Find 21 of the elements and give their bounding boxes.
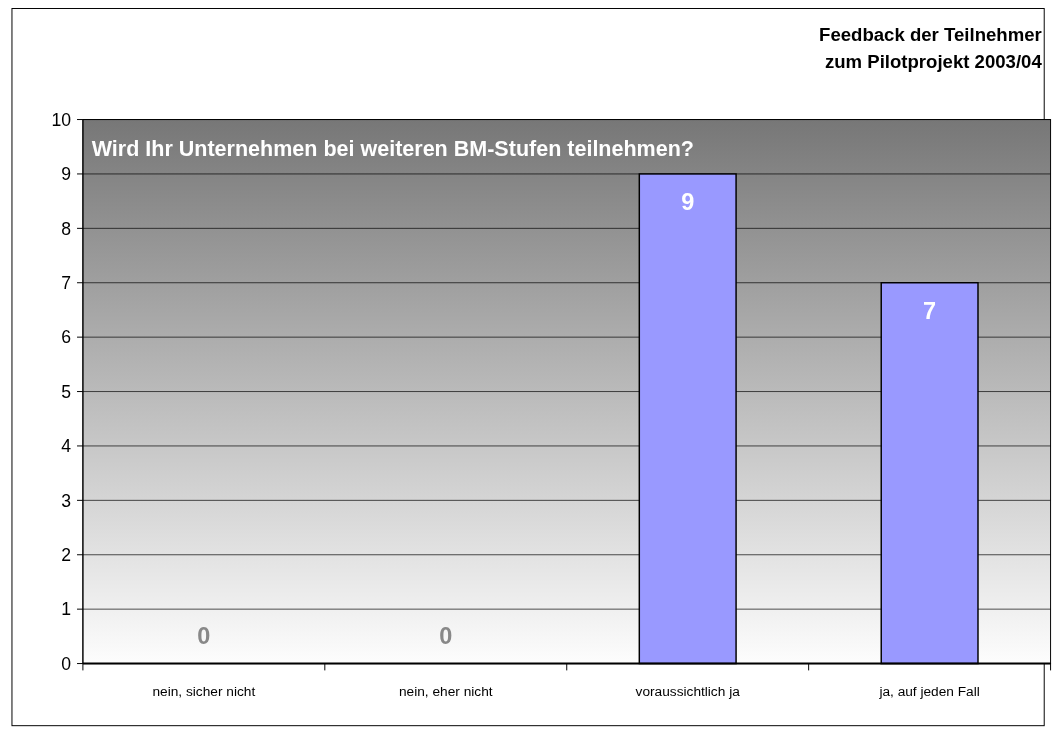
x-tick-label: ja, auf jeden Fall <box>878 683 980 699</box>
y-tick-label: 1 <box>61 599 72 620</box>
x-tick-label: voraussichtlich ja <box>635 683 741 699</box>
text: Wird Ihr Unternehmen bei weiteren BM-Stufen teilnehmen? <box>91 136 695 161</box>
data-label: 0 <box>439 622 453 649</box>
y-tick-label: 10 <box>51 109 72 130</box>
y-tick-label: 5 <box>61 381 72 402</box>
data-label: 7 <box>923 297 937 324</box>
y-tick-label: 7 <box>61 272 72 293</box>
y-tick-label: 4 <box>61 436 72 457</box>
y-tick-label: 3 <box>61 490 72 511</box>
x-tick-label: nein, sicher nicht <box>152 683 256 699</box>
data-label: 0 <box>197 622 211 649</box>
chart-title: Feedback der Teilnehmer zum Pilotprojekt 2003/04 <box>819 24 1043 72</box>
y-tick-label: 6 <box>61 327 72 348</box>
y-tick-label: 9 <box>61 164 72 185</box>
x-tick-label: nein, eher nicht <box>398 683 493 699</box>
data-label: 9 <box>681 189 695 216</box>
y-tick-label: 0 <box>61 653 72 674</box>
y-tick-label: 2 <box>61 544 72 565</box>
y-tick-label: 8 <box>61 218 72 239</box>
